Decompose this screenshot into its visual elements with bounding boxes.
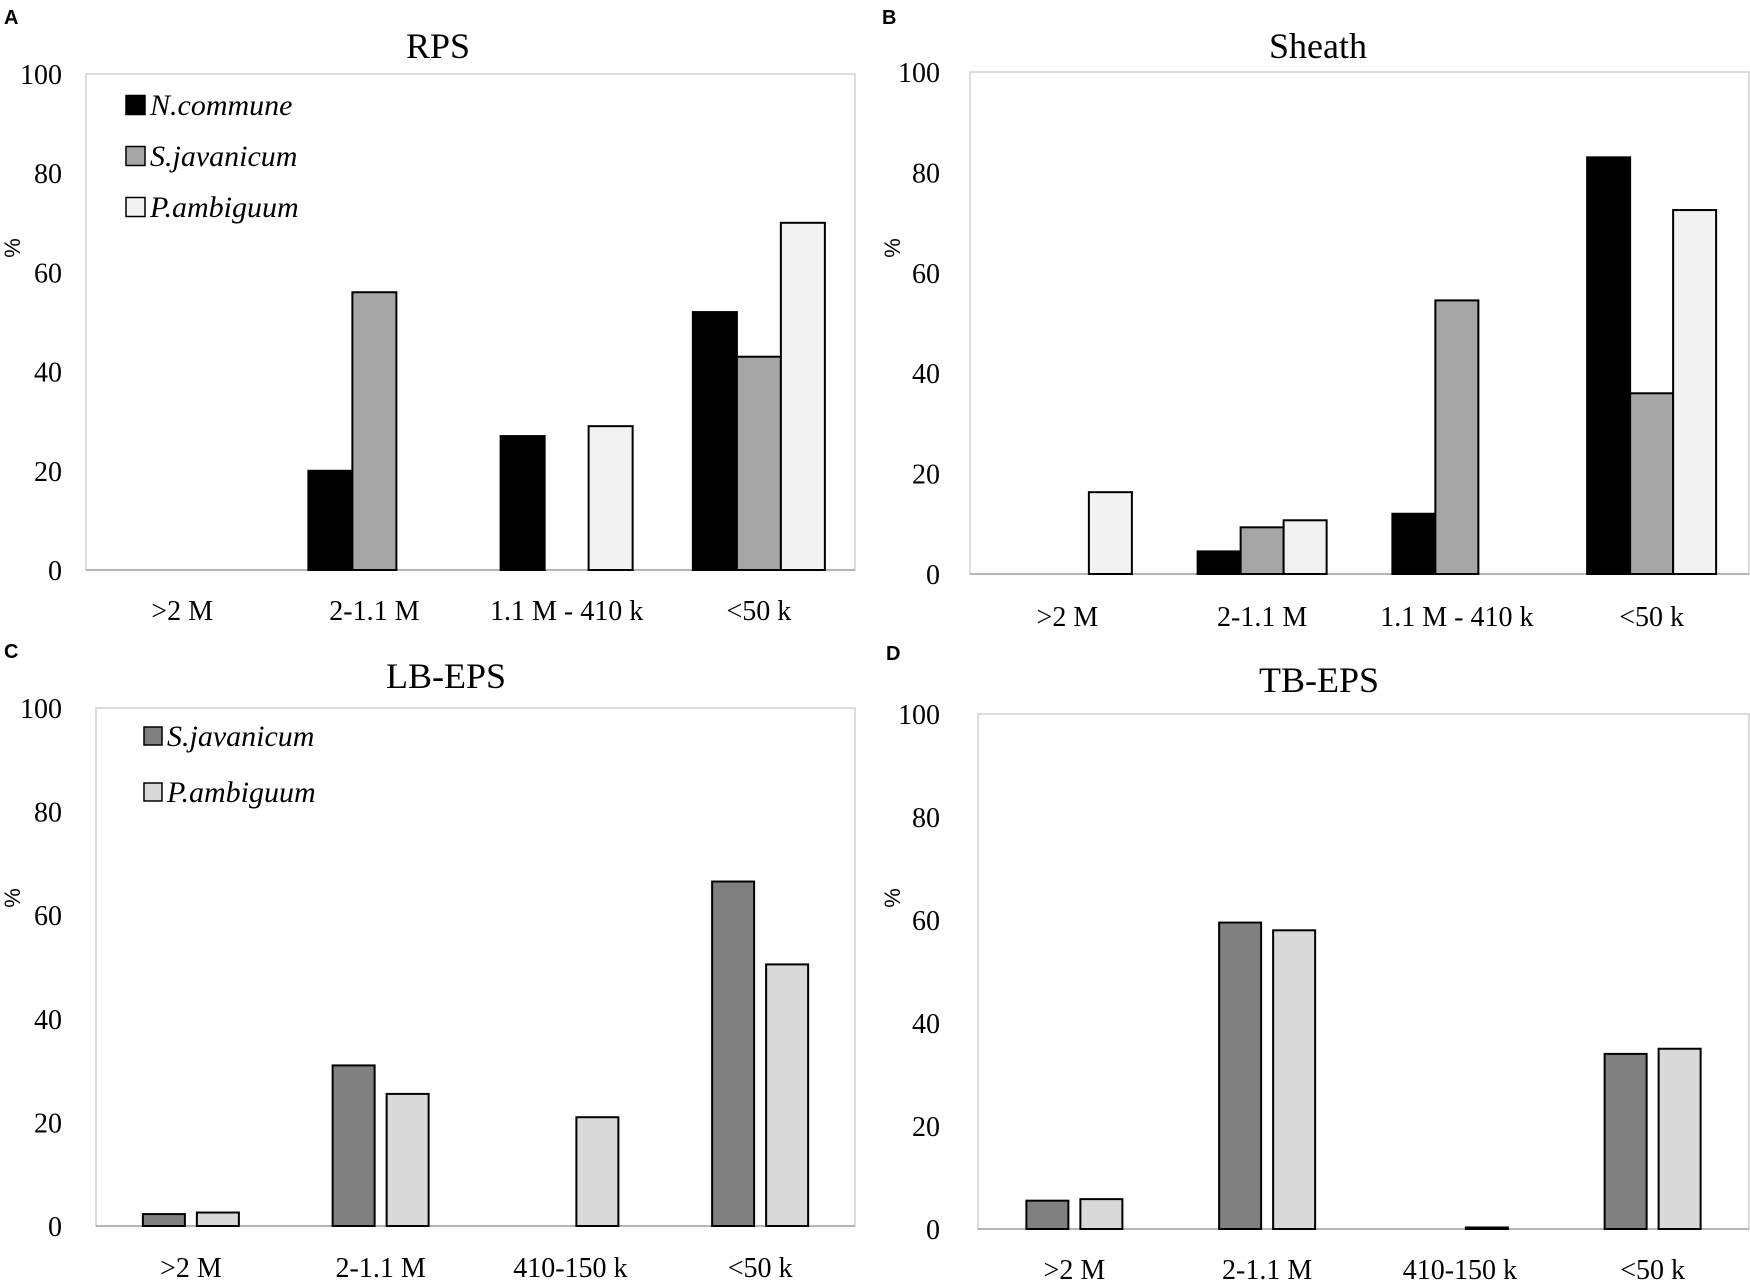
bar [1087,491,1133,576]
bar [1586,156,1632,575]
legend-swatch [125,94,146,116]
bar [1603,1052,1648,1231]
y-tick-label: 60 [912,906,940,937]
y-axis-label: % [0,238,25,258]
bar [141,1213,186,1228]
bar [691,311,738,571]
x-tick-label: 1.1 M - 410 k [490,596,643,627]
bar [575,1116,620,1227]
y-axis-label: % [880,888,905,908]
x-tick-label: <50 k [728,1253,793,1284]
x-tick-label: <50 k [1620,1255,1685,1284]
legend-swatch [125,196,146,218]
bar [779,221,826,572]
bar [587,425,634,571]
legend-label: P.ambiguum [149,191,299,224]
x-tick-label: 410-150 k [1403,1255,1517,1284]
bar [385,1092,430,1228]
x-tick-label: 2-1.1 M [336,1253,426,1284]
y-tick-label: 20 [912,1112,940,1143]
bar [1672,209,1718,576]
x-tick-label: >2 M [160,1253,222,1284]
bar [195,1211,240,1227]
y-tick-label: 20 [34,457,62,488]
y-tick-label: 0 [926,560,940,591]
y-axis-label: % [880,238,905,258]
y-tick-label: 0 [48,556,62,587]
y-tick-label: 80 [34,159,62,190]
bar [1282,519,1328,576]
x-tick-label: 2-1.1 M [329,596,419,627]
y-tick-label: 60 [34,901,62,932]
panel-letter: A [4,7,18,29]
chart-title: TB-EPS [1259,660,1379,700]
y-tick-label: 60 [34,258,62,289]
bar [1464,1226,1509,1230]
y-tick-label: 100 [20,60,62,91]
bar [1272,929,1317,1230]
x-tick-label: 1.1 M - 410 k [1380,602,1533,633]
bar [1218,921,1263,1230]
bar [1239,526,1285,576]
panel-letter: D [886,643,900,665]
bar [711,880,756,1228]
y-tick-label: 40 [912,359,940,390]
x-tick-label: 2-1.1 M [1217,602,1307,633]
chart-title: RPS [406,26,470,66]
legend-swatch [143,726,163,746]
legend-label: S.javanicum [150,140,297,173]
y-tick-label: 80 [912,158,940,189]
y-tick-label: 100 [20,694,62,725]
chart-panel-d: D TB-EPS % 0 20 40 60 80 100 >2 M 2-1.1 M 410-15… [880,643,1750,1284]
y-tick-label: 80 [912,803,940,834]
panel-letter: B [882,7,896,29]
bar [351,291,398,571]
chart-panel-a: A RPS % 0 20 40 60 80 100 >2 M 2-1.1 M 1.1 M - 4… [0,7,856,627]
legend-label: S.javanicum [167,720,314,753]
x-tick-label: >2 M [1037,602,1099,633]
legend-swatch [125,145,146,167]
bar [1391,512,1437,576]
y-tick-label: 60 [912,259,940,290]
bar [331,1064,376,1228]
bar [765,963,810,1227]
y-tick-label: 40 [34,358,62,389]
chart-panel-c: C LB-EPS % 0 20 40 60 80 100 >2 M 2-1.1 M 410-15… [0,641,856,1284]
bar [1657,1047,1702,1230]
x-tick-label: >2 M [151,596,213,627]
bar [1196,550,1242,575]
y-tick-label: 0 [48,1212,62,1243]
y-tick-label: 100 [898,700,940,731]
chart-title: LB-EPS [386,656,506,696]
bar [1025,1199,1070,1231]
y-tick-label: 80 [34,798,62,829]
bar [499,435,546,571]
panel-letter: C [4,641,18,663]
y-tick-label: 20 [912,460,940,491]
x-tick-label: 2-1.1 M [1222,1255,1312,1284]
x-tick-label: >2 M [1044,1255,1106,1284]
y-tick-label: 40 [912,1009,940,1040]
bar [307,469,354,571]
x-tick-label: 410-150 k [513,1253,627,1284]
bar [735,355,782,571]
y-tick-label: 40 [34,1005,62,1036]
bar [1629,392,1675,575]
bar [1434,299,1480,575]
y-tick-label: 20 [34,1108,62,1139]
x-tick-label: <50 k [1619,602,1684,633]
legend-label: P.ambiguum [166,776,316,809]
legend-swatch [143,782,163,802]
x-tick-label: <50 k [726,596,791,627]
bar [1079,1198,1124,1231]
y-axis-label: % [0,888,25,908]
legend-label: N.commune [149,89,292,122]
y-tick-label: 100 [898,58,940,89]
chart-title: Sheath [1269,26,1367,66]
y-tick-label: 0 [926,1215,940,1246]
chart-panel-b: B Sheath % 0 20 40 60 80 100 >2 M 2-1.1 M 1.1 M … [880,7,1750,633]
